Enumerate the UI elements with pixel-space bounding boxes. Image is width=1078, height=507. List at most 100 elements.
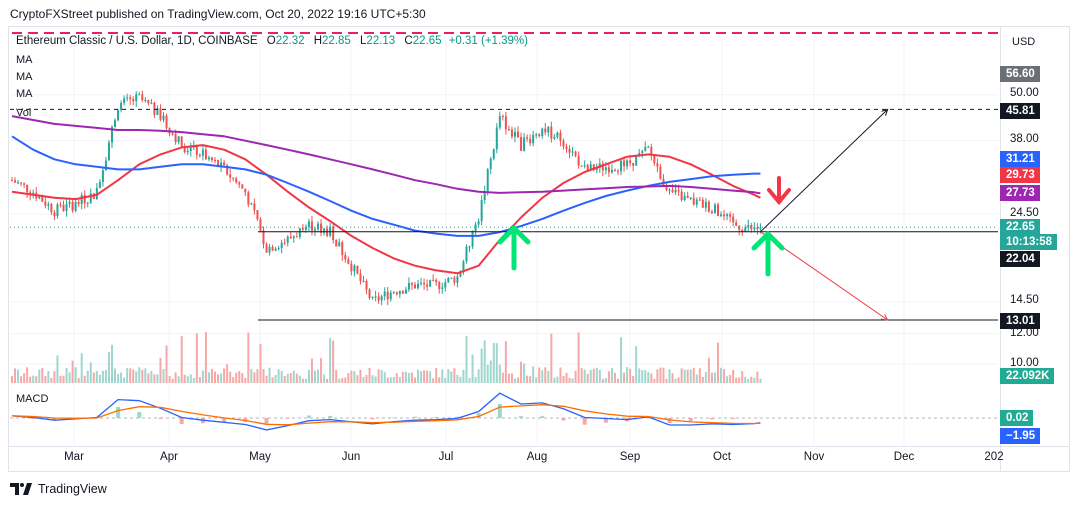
candle-body [289, 236, 292, 239]
candle-body [356, 265, 359, 274]
candle-body [207, 157, 210, 160]
candle-body [135, 94, 138, 102]
volume-bar [392, 377, 395, 383]
x-tick: Apr [160, 451, 178, 463]
candle-body [441, 287, 444, 289]
candle-body [465, 246, 468, 262]
macd-histogram-bar [667, 418, 672, 424]
currency-label[interactable]: USD [1012, 36, 1036, 48]
candle-body [132, 99, 135, 102]
volume-bar [292, 370, 295, 383]
candle-body [438, 282, 441, 289]
macd-histogram-bar [222, 418, 227, 423]
candle-body [404, 289, 407, 294]
volume-bar [447, 369, 450, 383]
volume-bar [413, 377, 416, 383]
candle-body [680, 191, 683, 201]
volume-bar [538, 367, 541, 383]
volume-bar [77, 377, 80, 383]
volume-bar [495, 343, 498, 383]
up-arrow-july [497, 225, 531, 271]
candle-body [692, 197, 695, 205]
candle-body [307, 221, 310, 227]
macd-histogram-bar [709, 418, 714, 420]
volume-bar [383, 371, 386, 383]
volume-bar [486, 364, 489, 383]
candle-body [268, 246, 271, 253]
candle-body [83, 194, 86, 204]
volume-bar [607, 371, 610, 383]
volume-bar [338, 378, 341, 383]
volume-bar [14, 368, 17, 383]
volume-bar [126, 368, 129, 383]
volume-bar [610, 368, 613, 383]
macd-histogram-bar [137, 412, 142, 418]
candle-body [507, 129, 510, 131]
candle-body [759, 227, 762, 229]
volume-bar [98, 374, 101, 383]
projection-up [760, 109, 887, 233]
legend-ma-2[interactable]: MA [16, 71, 33, 83]
candle-body [223, 162, 226, 166]
volume-bar [513, 378, 516, 383]
volume-bar [156, 374, 159, 383]
volume-bar [171, 378, 174, 383]
footer-brand[interactable]: TradingView [10, 482, 107, 496]
candle-body [98, 181, 101, 188]
candle-body [17, 182, 20, 184]
volume-bar [726, 376, 729, 383]
candle-body [235, 178, 238, 183]
candle-body [401, 291, 404, 294]
macd-histogram-bar [306, 415, 311, 418]
volume-bar [38, 369, 41, 383]
volume-bar [695, 374, 698, 383]
candle-body [11, 180, 13, 182]
y-tick: 14.50 [1010, 294, 1039, 306]
volume-bar [289, 373, 292, 383]
candle-body [520, 137, 523, 151]
candle-body [95, 187, 98, 200]
time-axis[interactable] [8, 446, 1070, 472]
candle-body [314, 229, 316, 231]
candle-body [344, 255, 347, 260]
candle-body [429, 279, 432, 287]
volume-bar [223, 368, 226, 383]
candle-body [662, 178, 665, 185]
volume-bar [565, 372, 568, 383]
candle-body [571, 151, 574, 153]
volume-bar [523, 363, 526, 383]
candle-body [138, 94, 141, 96]
volume-bar [613, 372, 616, 383]
candle-body [647, 146, 650, 148]
y-tick: 50.00 [1010, 87, 1039, 99]
symbol-legend[interactable]: Ethereum Classic / U.S. Dollar, 1D, COIN… [16, 35, 528, 47]
volume-bar [698, 368, 701, 383]
candle-body [423, 282, 426, 285]
volume-bar [595, 367, 598, 383]
candle-body [89, 193, 92, 203]
legend-ma-3[interactable]: MA [16, 88, 33, 100]
volume-bar [71, 360, 74, 383]
candle-body [535, 134, 538, 136]
volume-bar [459, 376, 462, 383]
volume-bar [417, 369, 420, 383]
volume-bar [404, 371, 407, 383]
legend-macd[interactable]: MACD [16, 393, 49, 405]
volume-bar [17, 369, 20, 383]
candle-body [126, 97, 129, 99]
volume-bar [601, 378, 604, 383]
volume-bar [314, 370, 316, 383]
candle-body [368, 289, 371, 298]
macd-histogram-bar [285, 418, 290, 419]
volume-bar [583, 369, 586, 383]
volume-bar [589, 369, 592, 383]
legend-volume[interactable]: Vol [16, 107, 32, 119]
candle-body [271, 246, 274, 251]
candle-body [74, 201, 77, 211]
legend-ma-1[interactable]: MA [16, 54, 33, 66]
volume-bar [432, 378, 435, 383]
volume-bar [544, 367, 547, 383]
candle-body [292, 236, 295, 239]
volume-bar [253, 372, 256, 383]
